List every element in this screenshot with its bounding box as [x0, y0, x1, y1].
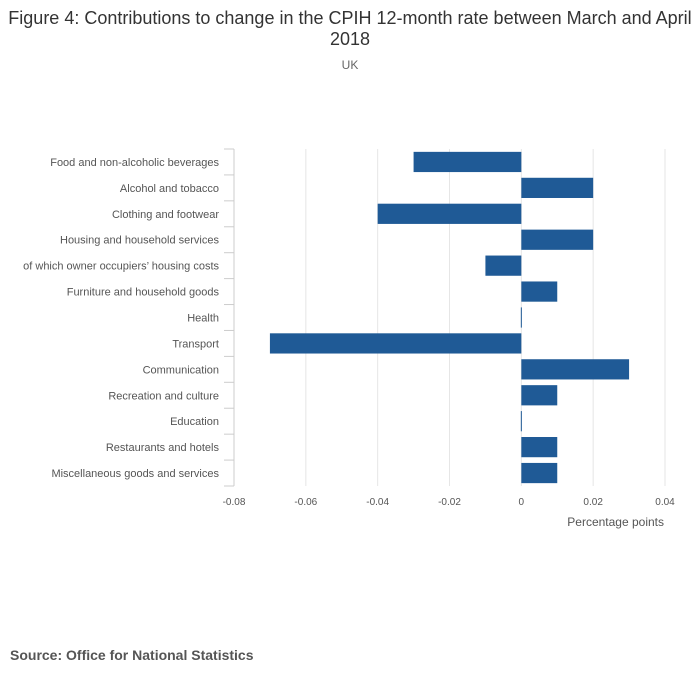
category-label: Housing and household services: [60, 235, 219, 247]
category-label: Miscellaneous goods and services: [51, 468, 219, 480]
value-axis: -0.08 -0.06 -0.04 -0.02 0 0.02 0.04: [223, 497, 676, 508]
chart-title: Figure 4: Contributions to change in the…: [8, 8, 692, 49]
x-axis-title: Percentage points: [567, 515, 664, 529]
bar: [521, 385, 558, 406]
category-label: of which owner occupiers’ housing costs: [23, 261, 219, 273]
bars: [269, 151, 630, 484]
bar: [521, 281, 558, 302]
bar: [377, 203, 522, 224]
bar: [520, 307, 522, 328]
bar: [521, 359, 630, 380]
x-tick-label: -0.04: [366, 497, 389, 508]
category-label: Communication: [143, 364, 219, 376]
bar: [269, 333, 522, 354]
bar: [521, 462, 558, 484]
category-axis: Food and non-alcoholic beverages Alcohol …: [23, 148, 235, 487]
x-tick-label: 0.02: [583, 497, 603, 508]
x-tick-label: -0.06: [294, 497, 317, 508]
bar: [521, 229, 594, 250]
category-label: Alcohol and tobacco: [120, 183, 219, 195]
source-note: Source: Office for National Statistics: [10, 647, 254, 663]
bar-chart: Food and non-alcoholic beverages Alcohol …: [23, 148, 676, 529]
x-tick-label: -0.08: [223, 497, 246, 508]
category-label: Education: [170, 416, 219, 428]
category-label: Clothing and footwear: [112, 209, 219, 221]
bar: [520, 411, 522, 432]
bar: [521, 177, 594, 198]
x-tick-label: 0.04: [655, 497, 675, 508]
category-label: Furniture and household goods: [67, 287, 220, 299]
category-label: Transport: [172, 338, 219, 350]
x-tick-label: -0.02: [438, 497, 461, 508]
category-label: Recreation and culture: [108, 390, 219, 402]
bar: [521, 437, 558, 458]
chart-subtitle: UK: [341, 58, 359, 72]
bar: [413, 151, 522, 173]
x-tick-label: 0: [519, 497, 525, 508]
gridlines: [233, 149, 666, 486]
bar: [485, 255, 522, 276]
category-label: Health: [187, 313, 219, 325]
category-label: Food and non-alcoholic beverages: [50, 157, 219, 169]
category-label: Restaurants and hotels: [106, 442, 220, 454]
